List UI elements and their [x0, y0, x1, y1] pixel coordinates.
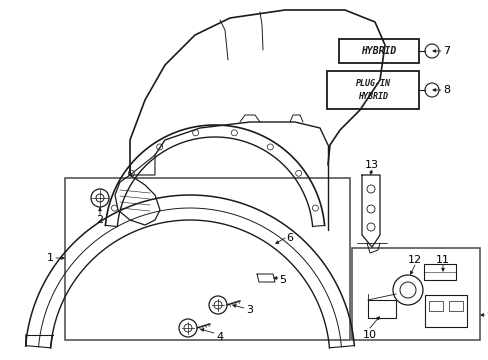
Bar	[448, 301, 462, 311]
Text: 4: 4	[216, 332, 223, 342]
Text: 9: 9	[486, 310, 488, 320]
Text: 6: 6	[286, 233, 293, 243]
Bar	[423, 264, 455, 280]
Text: 7: 7	[443, 46, 449, 56]
Text: PLUG-IN: PLUG-IN	[355, 79, 390, 88]
Bar	[367, 300, 395, 318]
Text: 5: 5	[279, 275, 286, 285]
Bar	[424, 295, 466, 327]
Text: 11: 11	[435, 255, 449, 265]
Text: 2: 2	[96, 215, 103, 225]
Text: 8: 8	[443, 85, 449, 95]
Bar	[351, 248, 479, 340]
Text: 1: 1	[46, 253, 53, 263]
Bar	[428, 301, 442, 311]
Text: 10: 10	[362, 330, 376, 340]
Text: HYBRID: HYBRID	[357, 92, 387, 101]
Text: HYBRID: HYBRID	[361, 46, 396, 56]
Bar	[65, 178, 349, 340]
Text: 3: 3	[246, 305, 253, 315]
Text: 13: 13	[364, 160, 378, 170]
Text: 12: 12	[407, 255, 421, 265]
